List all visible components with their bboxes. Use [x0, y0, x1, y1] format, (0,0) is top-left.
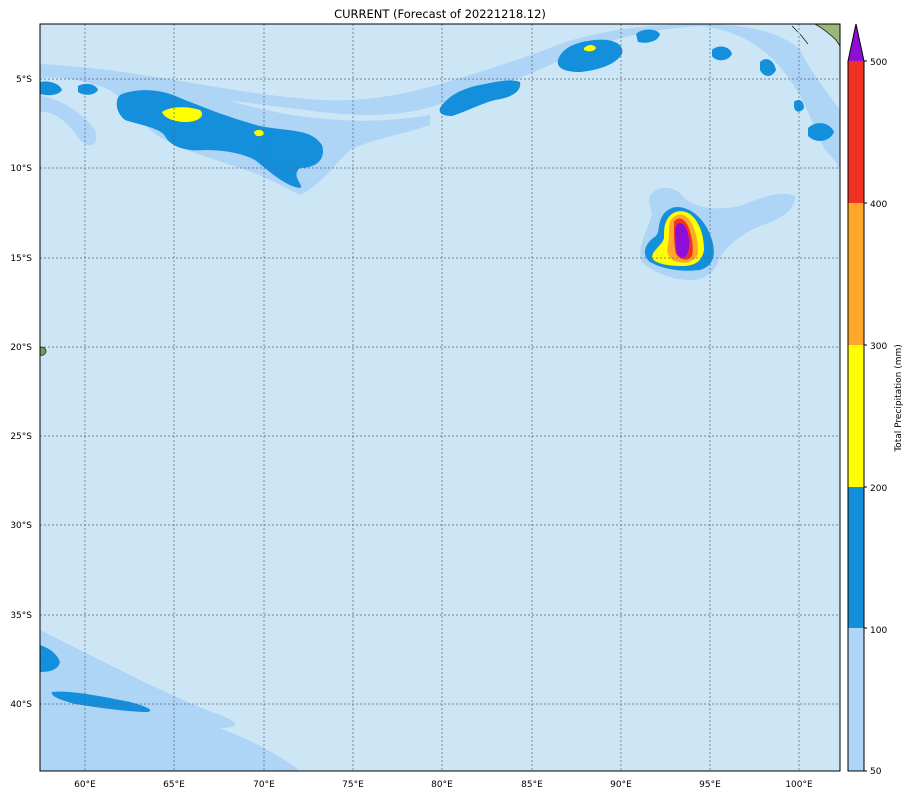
lat-tick: 40°S: [10, 700, 32, 710]
lat-tick: 35°S: [10, 611, 32, 621]
colorbar-tick-label: 400: [870, 200, 887, 210]
lat-tick: 25°S: [10, 432, 32, 442]
lon-tick: 95°E: [699, 780, 721, 790]
colorbar-tick-label: 300: [870, 342, 887, 352]
precip-north-yellow: [584, 45, 596, 52]
precip-southwest-dark-2: [51, 691, 151, 712]
colorbar-title: Total Precipitation (mm): [894, 344, 904, 453]
colorbar-tick-label: 200: [870, 484, 887, 494]
lon-tick: 70°E: [253, 780, 275, 790]
land-island-small: [791, 25, 809, 45]
precip-west-dark-small: [40, 81, 62, 96]
lat-tick: 20°S: [10, 343, 32, 353]
colorbar-tick-label: 500: [870, 58, 887, 68]
precip-west-yellow-small: [254, 129, 264, 137]
colorbar-segment-100-200: [848, 487, 864, 628]
precip-west-dark-small-2: [78, 83, 98, 95]
precipitation-field: [40, 24, 840, 771]
colorbar-tick-label: 50: [870, 767, 882, 777]
lon-tick: 100°E: [785, 780, 813, 790]
lon-tick: 65°E: [163, 780, 185, 790]
colorbar-tick-label: 100: [870, 626, 887, 636]
colorbar-segment-50-100: [848, 628, 864, 771]
land-island-west: [40, 346, 47, 356]
precip-central-dark: [439, 80, 521, 116]
map-gridlines: [40, 24, 840, 771]
colorbar-segment-200-300: [848, 345, 864, 487]
lat-tick: 15°S: [10, 254, 32, 264]
precip-southwest-dark: [40, 645, 60, 672]
precip-northeast-dark-4: [760, 59, 776, 76]
lon-tick: 85°E: [521, 780, 543, 790]
lat-tick: 30°S: [10, 521, 32, 531]
lon-tick: 90°E: [610, 780, 632, 790]
precip-west-light-2: [40, 95, 97, 146]
colorbar-ticks: [864, 60, 867, 772]
lon-tick: 75°E: [342, 780, 364, 790]
colorbar: 50 100 200 300 400 500 Total Precipitati…: [847, 23, 904, 777]
precip-band-north-light: [40, 24, 840, 175]
precip-northeast-dark: [557, 39, 623, 72]
lon-tick-labels: 60°E 65°E 70°E 75°E 80°E 85°E 90°E 95°E …: [74, 780, 813, 790]
map-frame: [39, 23, 841, 772]
storm-purple: [675, 223, 690, 258]
lon-tick: 60°E: [74, 780, 96, 790]
lat-tick-labels: 5°S 10°S 15°S 20°S 25°S 30°S 35°S 40°S: [10, 75, 32, 710]
colorbar-segment-300-400: [848, 203, 864, 345]
lon-tick: 80°E: [431, 780, 453, 790]
precip-northeast-dark-3: [712, 46, 732, 61]
land-sumatra: [814, 24, 840, 47]
colorbar-extend-arrow: [848, 24, 864, 61]
precip-northeast-dark-5: [808, 123, 834, 141]
lat-tick: 10°S: [10, 164, 32, 174]
precip-west-yellow: [162, 107, 203, 122]
map-title: CURRENT (Forecast of 20221218.12): [334, 7, 546, 21]
precip-northeast-dark-2: [636, 29, 660, 43]
colorbar-segment-400-500: [848, 61, 864, 203]
colorbar-outline: [847, 23, 865, 772]
lat-tick: 5°S: [16, 75, 32, 85]
precip-southwest-light: [40, 630, 300, 771]
ocean-background: [40, 24, 840, 771]
